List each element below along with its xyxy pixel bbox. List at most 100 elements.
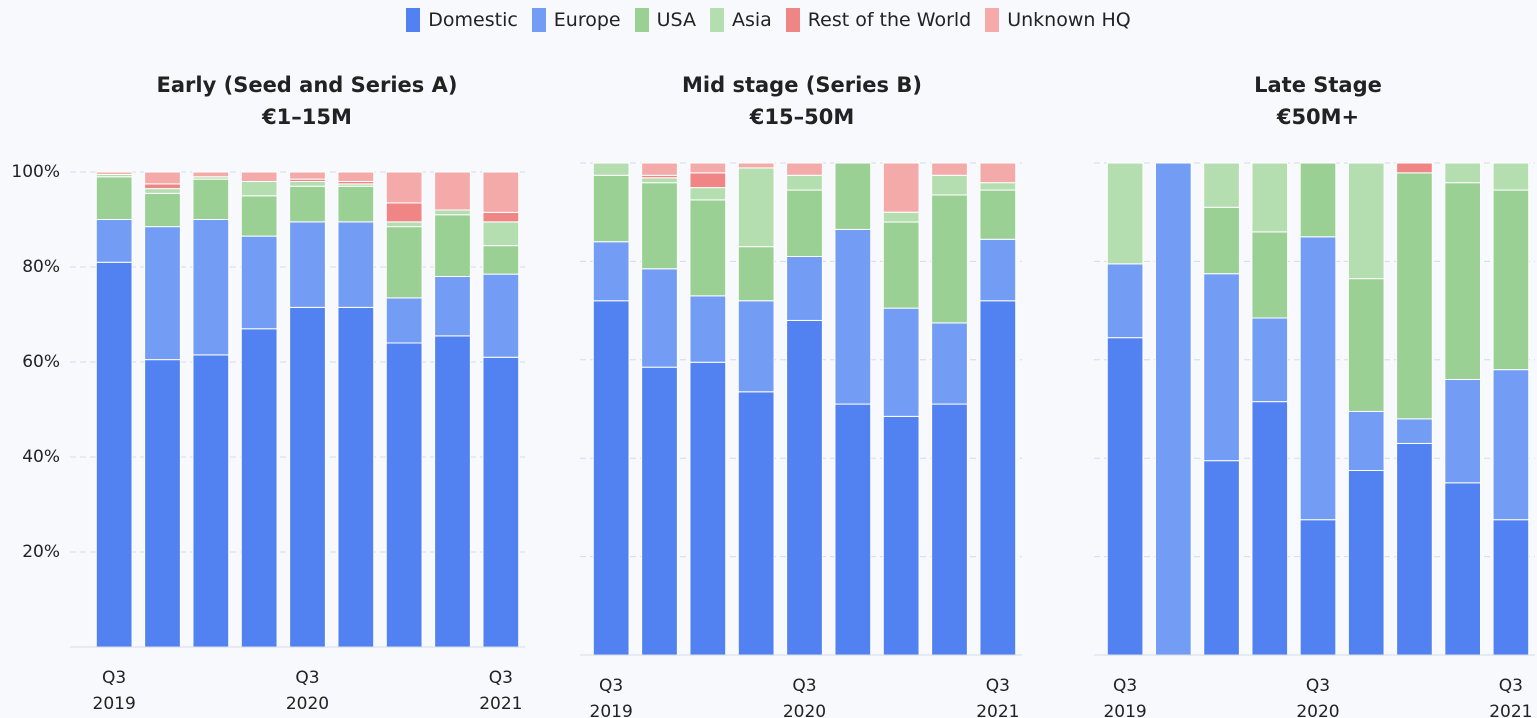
bar-segment <box>641 162 678 176</box>
bar-segment <box>786 162 823 176</box>
bar-segment <box>385 342 423 648</box>
x-tick-label: Q3 2020 <box>285 668 330 714</box>
x-tick-label: Q3 2020 <box>1296 676 1340 718</box>
bar-segment <box>289 221 326 308</box>
bar-segment <box>689 361 727 656</box>
legend-item: USA <box>634 8 696 32</box>
bar-segment <box>385 226 423 299</box>
bar-segment <box>144 171 181 185</box>
bar-segment <box>737 391 775 656</box>
bar-segment <box>1251 231 1289 319</box>
bar-segment <box>737 246 775 302</box>
bar-segment <box>95 171 133 175</box>
bar-segment <box>1444 182 1482 380</box>
legend-swatch <box>709 8 724 32</box>
bar-segment <box>882 162 920 213</box>
bar-segment <box>434 209 471 216</box>
bar-segment <box>240 195 278 237</box>
x-tick-label: Q3 2019 <box>589 676 633 718</box>
bar-segment <box>689 199 727 297</box>
bar-segment <box>240 235 278 330</box>
bar-segment <box>592 241 630 302</box>
bar-segment <box>482 273 520 358</box>
bar-segment <box>1106 337 1144 656</box>
bar-segment <box>979 238 1017 302</box>
bar-segment <box>931 194 968 324</box>
legend-item: Europe <box>531 8 621 32</box>
bar-segment <box>689 162 727 174</box>
bar-segment <box>786 255 823 321</box>
bar-segment <box>1444 162 1482 184</box>
bar-segment <box>592 162 630 176</box>
bar-segment <box>385 297 423 344</box>
chart-title: Late Stage <box>1254 73 1382 97</box>
bar-segment <box>289 181 326 187</box>
bar-segment <box>385 202 423 223</box>
y-tick-label: 40% <box>22 447 60 467</box>
bar-segment <box>882 415 920 656</box>
chart-title: Early (Seed and Series A) <box>157 73 458 97</box>
bar-segment <box>979 189 1017 240</box>
chart-title: Mid stage (Series B) <box>682 73 922 97</box>
bar-segment <box>1396 442 1433 656</box>
legend-swatch <box>406 8 421 32</box>
bar-segment <box>337 306 375 648</box>
legend-item: Unknown HQ <box>985 8 1131 32</box>
bar-segment <box>834 403 872 656</box>
bar-segment <box>434 171 471 211</box>
bar-segment <box>689 187 727 201</box>
bar-segment <box>1492 519 1530 656</box>
bar-segment <box>144 183 181 190</box>
legend-swatch <box>531 8 546 32</box>
bar-segment <box>95 219 133 263</box>
legend-item: Domestic <box>406 8 518 32</box>
legend-label: Europe <box>553 9 621 31</box>
bar-segment <box>1492 189 1530 371</box>
bar-segment <box>931 174 968 196</box>
bar-segment <box>192 354 230 648</box>
bar-segment <box>1203 162 1240 208</box>
legend-item: Rest of the World <box>785 8 972 32</box>
bar-segment <box>931 322 968 405</box>
x-tick-label: Q3 2020 <box>782 676 827 718</box>
bar-segment <box>1203 206 1240 275</box>
bar-segment <box>979 182 1017 191</box>
bar-segment <box>144 226 181 361</box>
bar-segment <box>289 306 326 648</box>
bar-segment <box>689 172 727 189</box>
bar-segment <box>1106 162 1144 265</box>
bar-segment <box>1203 273 1240 462</box>
bar-segment <box>931 403 968 656</box>
bar-segment <box>1444 378 1482 484</box>
bar-segment <box>1347 410 1385 471</box>
y-tick-label: 80% <box>22 257 60 277</box>
bar-segment <box>786 189 823 257</box>
bar-segment <box>1347 278 1385 412</box>
legend-swatch <box>785 8 800 32</box>
bar-segment <box>1203 460 1240 656</box>
bar-segment <box>1251 317 1289 403</box>
bar-segment <box>95 176 133 220</box>
x-tick-label: Q3 2021 <box>1489 676 1533 718</box>
bar-segment <box>592 174 630 243</box>
legend-label: Asia <box>731 9 772 31</box>
bar-segment <box>1347 470 1385 656</box>
chart-subtitle: €1–15M <box>261 105 352 129</box>
bar-segment <box>737 162 775 169</box>
bar-segment <box>834 228 872 405</box>
bar-segment <box>1299 162 1337 238</box>
bar-segment <box>385 221 423 228</box>
bar-segment <box>337 221 375 308</box>
bar-segment <box>834 162 872 230</box>
bar-segment <box>592 300 630 656</box>
x-tick-label: Q3 2021 <box>479 668 523 714</box>
bar-segment <box>1396 418 1433 444</box>
bar-segment <box>289 171 326 180</box>
legend-label: Rest of the World <box>807 9 972 31</box>
bar-segment <box>931 162 968 176</box>
x-tick-label: Q3 2021 <box>976 676 1020 718</box>
legend-swatch <box>634 8 649 32</box>
bar-segment <box>1396 172 1433 420</box>
bar-segment <box>434 276 471 337</box>
